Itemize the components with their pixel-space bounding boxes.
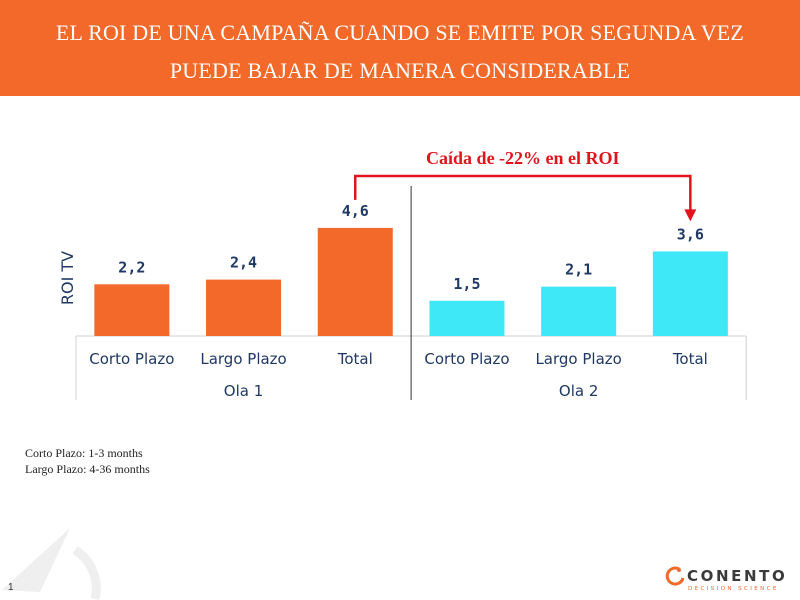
category-label: Corto Plazo	[424, 350, 509, 368]
title-line-2: PUEDE BAJAR DE MANERA CONSIDERABLE	[169, 58, 631, 83]
bar	[206, 279, 282, 336]
data-label: 2,1	[565, 261, 592, 279]
data-label: 3,6	[677, 225, 704, 243]
bar	[429, 300, 505, 336]
category-label: Total	[337, 350, 373, 368]
roi-bar-chart: 2,2 Corto Plazo 2,4 Largo Plazo 4,6 Total 1,5 C…	[58, 148, 747, 400]
title-line-1: EL ROI DE UNA CAMPAÑA CUANDO SE EMITE PO…	[55, 20, 745, 45]
page-number: 1	[8, 582, 14, 593]
bar	[94, 284, 170, 336]
footnotes: Corto Plazo: 1-3 months Largo Plazo: 4-3…	[25, 445, 150, 477]
footnote-largo-plazo: Largo Plazo: 4-36 months	[25, 462, 150, 476]
y-axis-label: ROI TV	[58, 251, 77, 305]
brand-tagline: DECISION SCIENCE	[688, 586, 779, 592]
footnote-corto-plazo: Corto Plazo: 1-3 months	[25, 446, 143, 460]
watermark-arrow-icon	[2, 528, 101, 600]
bar	[652, 251, 728, 336]
bar	[541, 286, 617, 336]
annotation-arrowhead	[684, 209, 697, 222]
conento-logo: CONENTO DECISION SCIENCE	[665, 565, 795, 597]
data-label: 1,5	[453, 275, 480, 293]
category-label: Corto Plazo	[89, 350, 174, 368]
category-label: Largo Plazo	[535, 350, 621, 368]
conento-swirl-icon	[665, 566, 685, 586]
category-label: Total	[672, 350, 708, 368]
data-label: 2,4	[230, 254, 257, 272]
data-label: 2,2	[118, 258, 145, 276]
bar	[317, 227, 393, 336]
category-label: Largo Plazo	[200, 350, 286, 368]
annotation-label: Caída de -22% en el ROI	[426, 148, 620, 168]
title-banner: EL ROI DE UNA CAMPAÑA CUANDO SE EMITE PO…	[0, 0, 800, 96]
group-label: Ola 2	[559, 382, 598, 400]
group-label: Ola 1	[224, 382, 263, 400]
brand-name: CONENTO	[687, 567, 788, 585]
annotation-bracket	[354, 174, 692, 212]
data-label: 4,6	[342, 202, 369, 220]
